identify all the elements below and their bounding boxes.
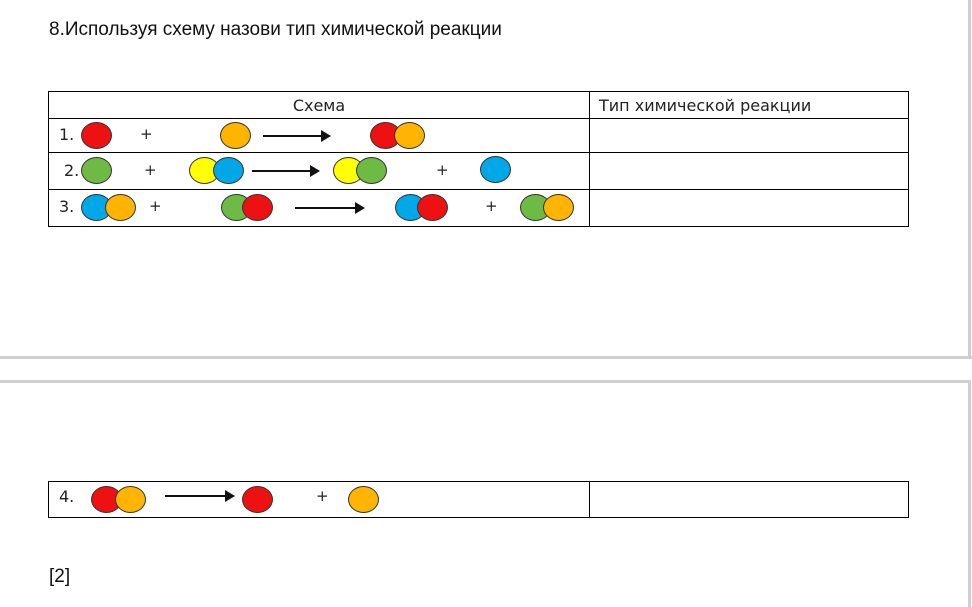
red-atom xyxy=(81,122,112,149)
answer-cell[interactable] xyxy=(589,189,909,227)
red-atom xyxy=(417,194,448,221)
red-atom xyxy=(242,194,273,221)
plus-sign: + xyxy=(140,125,153,143)
row-number: 3. xyxy=(59,197,75,216)
task-title: 8.Используя схему назови тип химической … xyxy=(49,19,502,40)
reaction-arrow xyxy=(165,490,235,502)
answer-cell[interactable] xyxy=(589,481,909,518)
orange-atom xyxy=(394,122,425,149)
answer-cell[interactable] xyxy=(589,118,909,153)
red-atom xyxy=(242,486,273,513)
reaction-arrow xyxy=(263,130,331,142)
plus-sign: + xyxy=(316,487,329,505)
reaction-arrow xyxy=(295,202,365,214)
blue-atom xyxy=(480,156,511,183)
blue-atom xyxy=(213,157,244,184)
page-break xyxy=(0,356,972,383)
plus-sign: + xyxy=(149,197,162,215)
scheme-cell: 1. + xyxy=(48,118,590,153)
green-atom xyxy=(356,157,387,184)
plus-sign: + xyxy=(485,197,498,215)
table-row: 4. + xyxy=(48,481,909,518)
orange-atom xyxy=(348,486,379,513)
row-number: 2. xyxy=(64,161,80,180)
reaction-arrow xyxy=(252,165,320,177)
scheme-cell: 4. + xyxy=(48,481,590,518)
plus-sign: + xyxy=(144,161,157,179)
orange-atom xyxy=(220,122,251,149)
orange-atom xyxy=(543,194,574,221)
table-row: 1. + xyxy=(48,118,909,153)
score-mark: [2] xyxy=(49,566,71,587)
scheme-cell: 2. + + xyxy=(48,152,590,190)
answer-cell[interactable] xyxy=(589,152,909,190)
worksheet-page-1: 8.Используя схему назови тип химической … xyxy=(48,0,971,356)
reaction-table-continued: 4. + xyxy=(48,481,909,518)
scheme-cell: 3. + + xyxy=(48,189,590,227)
table-row: 2. + + xyxy=(48,152,909,190)
orange-atom xyxy=(115,486,146,513)
table-row: 3. + + xyxy=(48,189,909,227)
row-number: 1. xyxy=(59,125,75,144)
reaction-table: Схема Тип химической реакции 1. + 2. + xyxy=(48,91,909,227)
header-scheme: Схема xyxy=(48,91,590,119)
plus-sign: + xyxy=(436,161,449,179)
green-atom xyxy=(81,157,112,184)
orange-atom xyxy=(105,194,136,221)
header-reaction-type: Тип химической реакции xyxy=(589,91,909,119)
row-number: 4. xyxy=(59,487,75,506)
